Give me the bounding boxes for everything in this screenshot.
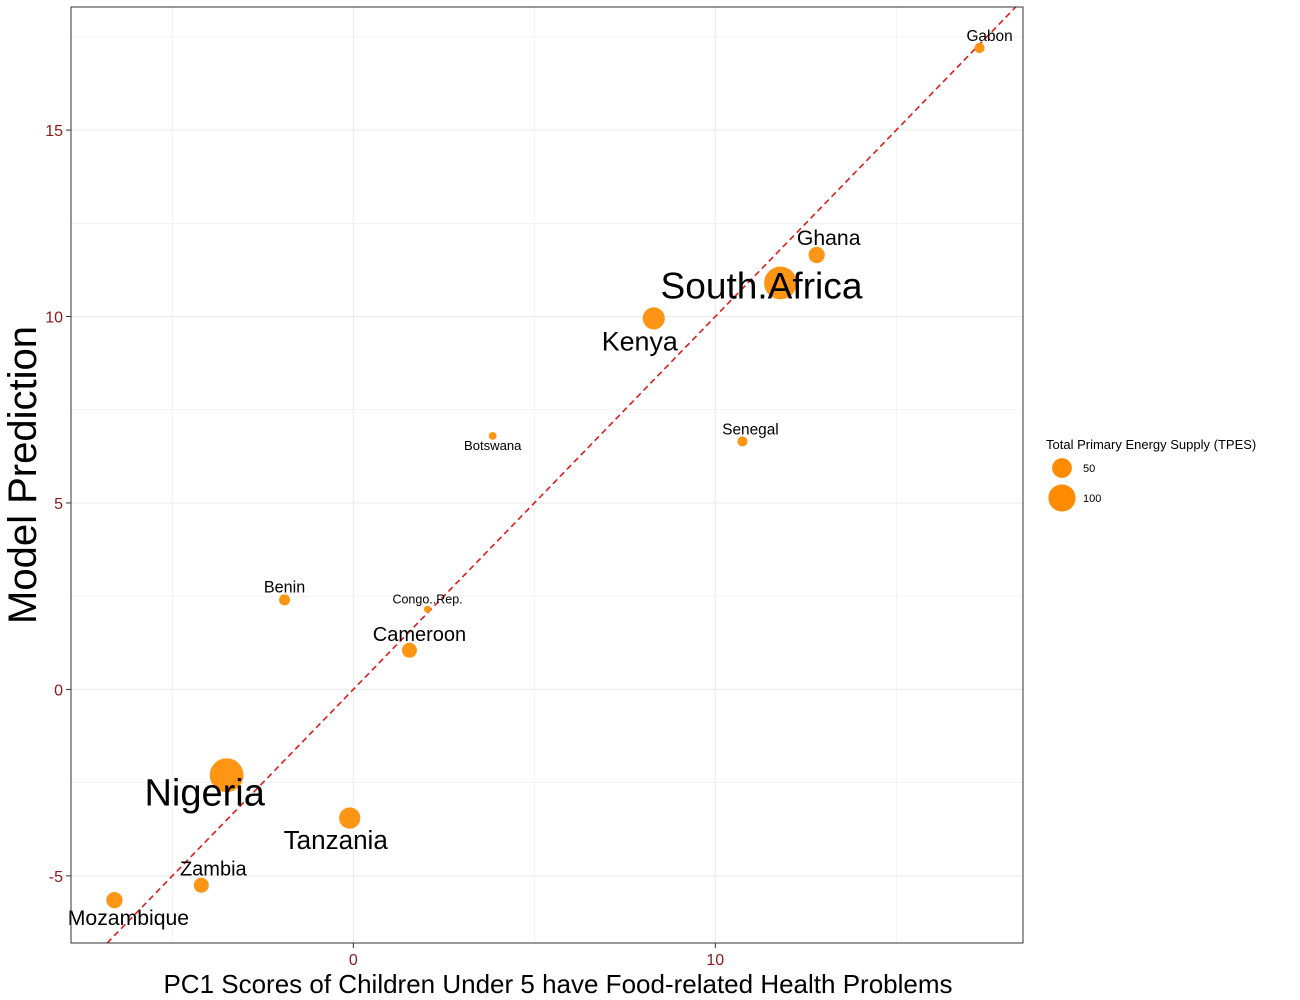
data-point [339, 807, 361, 829]
grid-lines [71, 7, 1023, 943]
x-tick-label: 10 [706, 952, 724, 969]
y-tick-label: 0 [54, 682, 63, 699]
data-point [974, 42, 985, 54]
legend-key [1052, 458, 1072, 478]
point-labels: Gabon Ghana South.Africa Kenya Senegal Botswa… [68, 28, 1013, 930]
legend-key [1048, 484, 1076, 512]
point-label: Zambia [180, 859, 248, 881]
point-label: Gabon [966, 28, 1012, 45]
point-label: Ghana [797, 227, 861, 250]
y-tick-label: 10 [45, 310, 63, 327]
panel-border [70, 6, 1024, 944]
data-point [279, 594, 291, 606]
point-label: South.Africa [660, 265, 862, 307]
point-label: Tanzania [284, 825, 389, 855]
data-point [423, 605, 432, 613]
data-point [737, 436, 748, 447]
data-point [764, 266, 797, 300]
x-tick-label: 0 [349, 952, 358, 969]
point-label: Senegal [722, 421, 778, 438]
axes: 0 10 -5 0 5 10 15 [45, 123, 724, 969]
y-tick-label: 5 [54, 496, 63, 513]
data-point [209, 758, 244, 793]
data-point [401, 642, 417, 658]
data-points [106, 42, 985, 909]
reference-line-layer [106, 6, 1017, 944]
data-point [488, 431, 497, 440]
y-axis-title: Model Prediction [1, 326, 45, 624]
point-label: Congo..Rep. [392, 593, 462, 607]
x-axis-title: PC1 Scores of Children Under 5 have Food… [163, 969, 952, 999]
point-label: Nigeria [144, 772, 265, 814]
y-tick-label: -5 [49, 869, 63, 886]
legend-key-label: 50 [1083, 463, 1095, 475]
point-label: Mozambique [68, 907, 189, 930]
point-label: Botswana [464, 438, 522, 453]
legend-title: Total Primary Energy Supply (TPES) [1046, 437, 1256, 452]
y-tick-label: 15 [45, 123, 63, 140]
data-point [808, 246, 825, 264]
identity-reference-line [106, 6, 1017, 944]
data-point [642, 307, 665, 330]
point-label: Cameroon [373, 624, 466, 646]
legend: Total Primary Energy Supply (TPES) 50 100 [1046, 437, 1256, 512]
legend-key-label: 100 [1083, 493, 1101, 505]
data-point [193, 877, 209, 893]
data-point [106, 891, 123, 909]
point-label: Benin [264, 578, 305, 596]
point-label: Kenya [602, 326, 678, 356]
